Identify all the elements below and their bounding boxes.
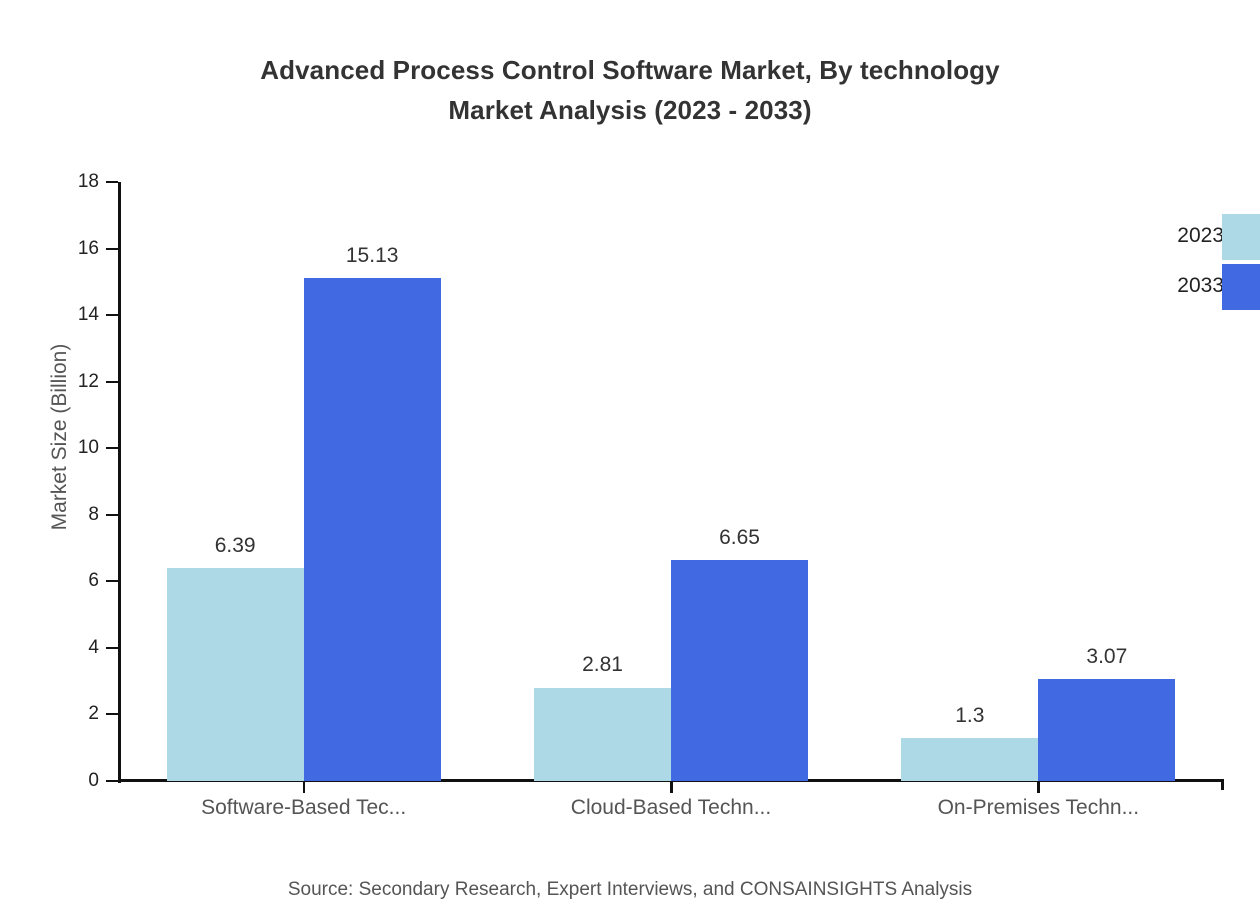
x-tick-mark xyxy=(302,781,306,793)
y-tick-mark xyxy=(106,447,118,450)
chart-title-line-2: Market Analysis (2023 - 2033) xyxy=(448,95,812,125)
y-tick-mark xyxy=(106,314,118,317)
x-tick-label: Cloud-Based Techn... xyxy=(570,796,772,819)
plot-area: 6.39 2.81 1.3 15.13 6.65 3.07 xyxy=(120,182,1222,781)
y-tick-mark xyxy=(106,513,118,516)
legend-label: 2033 xyxy=(1177,274,1224,297)
bar-2033-1[interactable] xyxy=(303,277,441,781)
y-tick-label: 8 xyxy=(88,503,99,525)
y-tick-mark xyxy=(106,580,118,583)
chart-title-line-1: Advanced Process Control Software Market… xyxy=(260,55,1000,85)
bar-2023-2[interactable] xyxy=(534,687,671,781)
x-tick-label: Software-Based Tec... xyxy=(201,796,407,819)
bar-2023-3[interactable] xyxy=(901,737,1039,781)
y-tick-label: 4 xyxy=(88,636,99,658)
chart-title: Advanced Process Control Software Market… xyxy=(0,50,1260,130)
y-tick-label: 18 xyxy=(77,171,99,192)
bar-value-label: 6.39 xyxy=(214,534,256,558)
y-tick-label: 14 xyxy=(77,304,99,326)
y-tick-label: 12 xyxy=(77,370,99,392)
bar-value-label: 1.3 xyxy=(955,703,985,727)
y-axis-line xyxy=(118,182,121,783)
bar-value-label: 6.65 xyxy=(719,525,760,549)
y-tick-label: 2 xyxy=(88,703,99,725)
y-tick-mark xyxy=(106,713,118,716)
x-tick-mark xyxy=(670,781,673,793)
source-note: Source: Secondary Research, Expert Inter… xyxy=(287,879,973,900)
chart-legend: 2023 2033 xyxy=(1120,214,1260,314)
bar-2033-2[interactable] xyxy=(671,559,808,781)
bar-value-label: 3.07 xyxy=(1086,644,1128,668)
legend-item-2023[interactable]: 2023 xyxy=(1120,214,1260,260)
y-tick-label: 16 xyxy=(77,237,99,259)
bar-value-label: 2.81 xyxy=(582,653,623,677)
legend-swatch xyxy=(1222,214,1260,260)
y-tick-label: 10 xyxy=(77,437,99,459)
y-tick-mark xyxy=(106,646,118,649)
y-tick-mark xyxy=(106,380,118,383)
y-tick-mark xyxy=(106,181,118,183)
legend-swatch xyxy=(1222,264,1260,310)
y-tick-mark xyxy=(106,780,118,782)
legend-label: 2023 xyxy=(1177,224,1224,247)
y-tick-label: 6 xyxy=(88,570,99,592)
bar-2023-1[interactable] xyxy=(166,568,304,781)
x-tick-label: On-Premises Techn... xyxy=(937,796,1140,819)
y-tick-label: 0 xyxy=(88,770,99,791)
x-tick-mark xyxy=(1037,781,1040,793)
legend-item-2033[interactable]: 2033 xyxy=(1120,264,1260,310)
bar-value-label: 15.13 xyxy=(345,243,399,267)
x-axis-endcap xyxy=(1221,779,1224,790)
bar-2033-3[interactable] xyxy=(1038,678,1176,781)
y-tick-mark xyxy=(106,247,118,250)
